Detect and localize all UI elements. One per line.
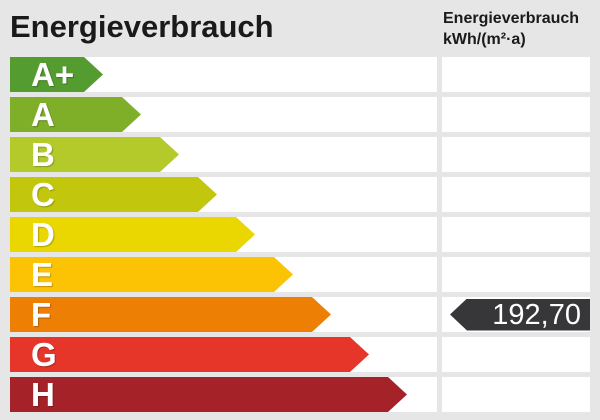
rating-arrow: A [10, 97, 141, 132]
rating-arrow: B [10, 137, 179, 172]
value-cell: 192,70 [442, 297, 590, 332]
value-cell [442, 257, 590, 292]
scale-row-e: E [0, 257, 600, 292]
rating-arrow: G [10, 337, 369, 372]
scale-row-g: G [0, 337, 600, 372]
rating-label: A+ [31, 56, 75, 93]
rating-label: H [31, 376, 55, 413]
rating-label: C [31, 176, 55, 213]
rating-label: F [31, 296, 52, 333]
value-badge-text: 192,70 [492, 298, 581, 331]
rating-label: B [31, 136, 55, 173]
rating-arrow: E [10, 257, 293, 292]
rating-label: D [31, 216, 55, 253]
rating-label: A [31, 96, 55, 133]
scale-row-h: H [0, 377, 600, 412]
scale-row-a: A [0, 97, 600, 132]
scale-row-b: B [0, 137, 600, 172]
scale-row-d: D [0, 217, 600, 252]
unit-header: Energieverbrauch kWh/(m²·a) [443, 8, 579, 50]
rating-label: E [31, 256, 54, 293]
unit-header-line2: kWh/(m²·a) [443, 31, 526, 48]
page-title: Energieverbrauch [10, 9, 274, 44]
rating-arrow: A+ [10, 57, 103, 92]
value-cell [442, 377, 590, 412]
scale-row-a-plus: A+ [0, 57, 600, 92]
rating-arrow: C [10, 177, 217, 212]
rating-arrow: D [10, 217, 255, 252]
value-cell [442, 97, 590, 132]
unit-header-line1: Energieverbrauch [443, 10, 580, 27]
scale-row-f: 192,70 F [0, 297, 600, 332]
value-cell [442, 137, 590, 172]
value-cell [442, 177, 590, 212]
value-badge: 192,70 [450, 298, 590, 331]
rating-label: G [31, 336, 57, 373]
value-cell [442, 337, 590, 372]
scale-row-c: C [0, 177, 600, 212]
value-cell [442, 217, 590, 252]
rating-arrow: H [10, 377, 407, 412]
rating-arrow: F [10, 297, 331, 332]
value-cell [442, 57, 590, 92]
